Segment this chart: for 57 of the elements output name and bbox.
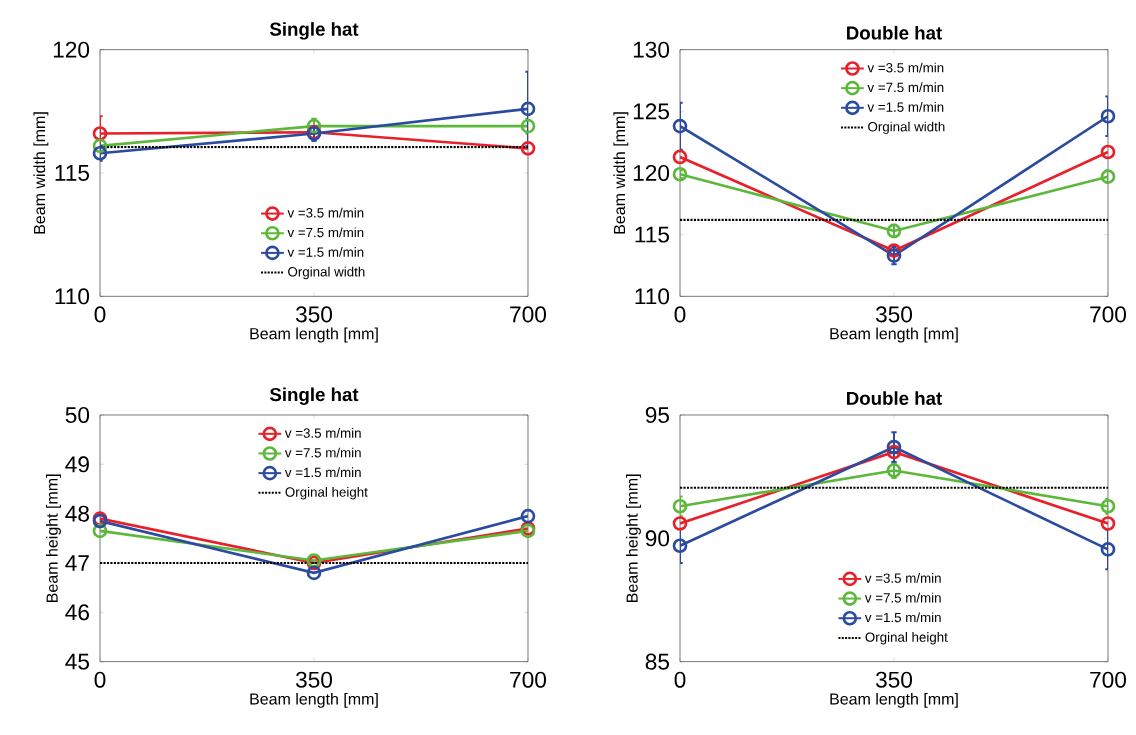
legend-label: v =7.5 m/min — [287, 227, 364, 238]
legend-label: v =3.5 m/min — [864, 573, 941, 583]
y-tick-label: 47 — [65, 555, 89, 571]
legend-label: v =1.5 m/min — [284, 467, 361, 478]
y-tick-label: 85 — [645, 653, 669, 670]
legend-label: v =1.5 m/min — [867, 101, 944, 112]
legend-label: v =1.5 m/min — [287, 247, 364, 257]
x-tick-label: 700 — [510, 671, 547, 688]
legend-label: v =1.5 m/min — [864, 612, 941, 623]
y-tick-label: 48 — [65, 505, 89, 522]
x-tick-label: 0 — [94, 671, 106, 688]
y-axis-title: Beam height [mm] — [626, 474, 641, 602]
chart-title: Single hat — [269, 387, 359, 405]
chart-title: Double hat — [847, 25, 942, 40]
x-tick-label: 700 — [1090, 671, 1127, 688]
y-tick-label: 110 — [55, 288, 90, 305]
x-tick-label: 700 — [510, 306, 547, 323]
y-tick-label: 90 — [645, 530, 670, 547]
x-tick-label: 0 — [674, 671, 686, 688]
x-tick-label: 0 — [674, 306, 686, 323]
x-axis-title: Beam length [mm] — [830, 327, 958, 343]
chart-title: Double hat — [847, 391, 942, 405]
x-tick-label: 350 — [875, 671, 913, 688]
y-tick-label: 115 — [635, 226, 669, 243]
y-tick-label: 46 — [65, 604, 89, 621]
x-tick-label: 350 — [295, 671, 333, 688]
legend-label: v =3.5 m/min — [867, 62, 944, 73]
y-axis-title: Beam width [mm] — [33, 112, 49, 234]
y-tick-label: 49 — [65, 456, 89, 473]
y-tick-label: 45 — [65, 653, 89, 670]
y-tick-label: 130 — [633, 41, 670, 58]
y-tick-label: 110 — [635, 288, 670, 305]
chart-title: Single hat — [269, 22, 359, 40]
x-tick-label: 350 — [875, 306, 913, 323]
legend-label: v =7.5 m/min — [867, 82, 944, 93]
y-tick-label: 120 — [53, 41, 90, 58]
legend-label: v =7.5 m/min — [864, 592, 941, 603]
y-axis-title: Beam height [mm] — [46, 474, 61, 602]
legend-label: v =3.5 m/min — [284, 427, 361, 438]
legend-label: Orginal width — [868, 121, 945, 135]
y-tick-label: 120 — [633, 164, 670, 182]
legend-label: Orginal height — [285, 486, 368, 500]
y-tick-label: 125 — [633, 103, 669, 120]
x-axis-title: Beam length [mm] — [830, 692, 958, 708]
x-axis-title: Beam length [mm] — [250, 327, 378, 343]
x-axis-title: Beam length [mm] — [250, 692, 378, 708]
y-axis-title: Beam width [mm] — [613, 112, 629, 234]
legend-label: v =7.5 m/min — [284, 447, 361, 458]
y-tick-label: 115 — [55, 165, 89, 181]
legend-label: Orginal width — [288, 266, 365, 280]
legend-label: v =3.5 m/min — [287, 207, 364, 218]
y-tick-label: 95 — [645, 406, 669, 424]
legend-label: Orginal height — [865, 632, 948, 645]
x-tick-label: 350 — [295, 306, 333, 323]
x-tick-label: 700 — [1090, 306, 1127, 323]
y-tick-label: 50 — [65, 406, 90, 424]
x-tick-label: 0 — [94, 306, 106, 323]
